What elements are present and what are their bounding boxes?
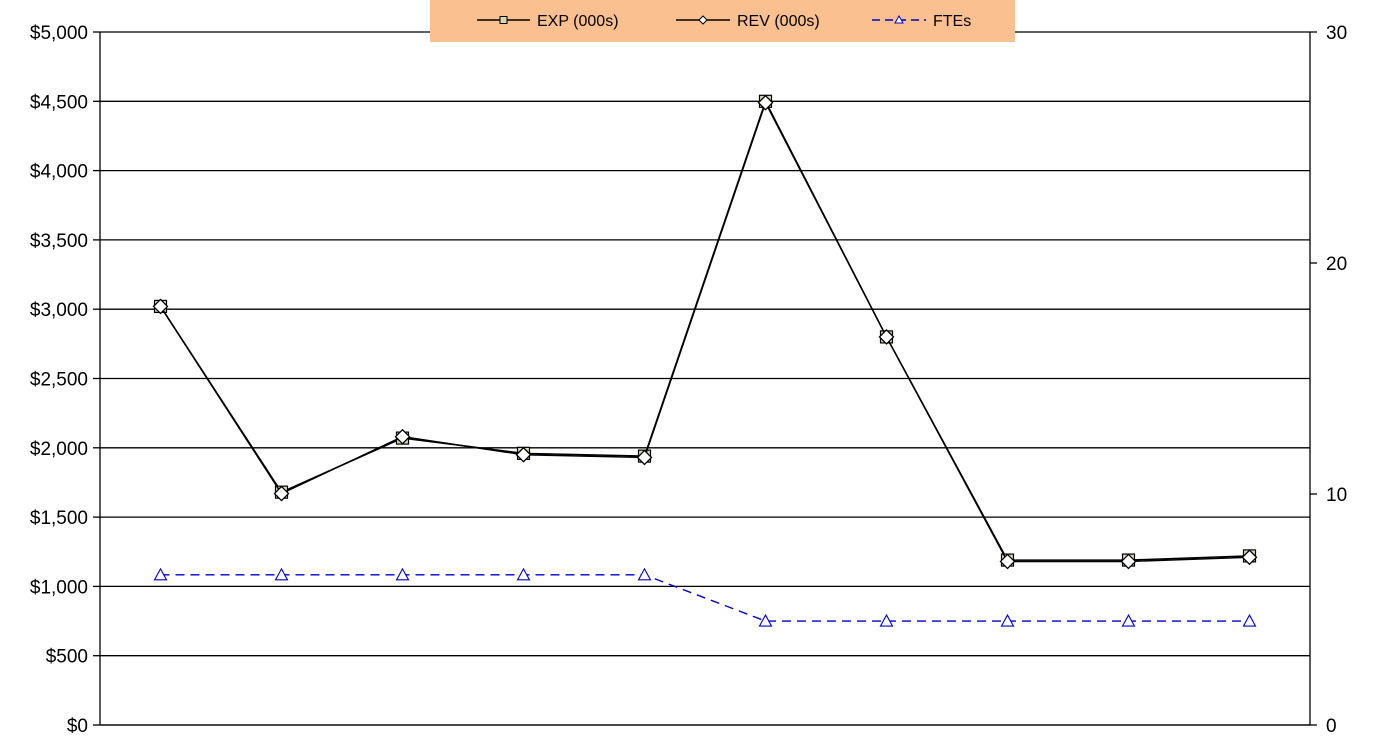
data-point-marker [1000, 613, 1015, 627]
data-point-marker [879, 613, 894, 627]
data-point-marker [152, 298, 169, 315]
data-point-marker [515, 446, 532, 463]
data-point-marker [395, 567, 410, 581]
data-point-marker [274, 567, 289, 581]
legend-label: FTEs [933, 13, 971, 30]
data-point-marker [1242, 613, 1257, 627]
left-axis-tick-label: $1,000 [30, 577, 88, 598]
legend-diamond-marker [698, 15, 708, 25]
left-axis-tick-label: $2,000 [30, 439, 88, 460]
legend-entry: EXP (000s) [477, 13, 619, 30]
left-axis-tick-label: $4,000 [30, 162, 88, 183]
data-point-marker [757, 94, 774, 111]
left-axis-tick-label: $5,000 [30, 23, 88, 44]
data-point-marker [1120, 553, 1137, 570]
left-axis-tick-label: $3,000 [30, 300, 88, 321]
left-axis-tick-label: $3,500 [30, 231, 88, 252]
axis-layer: $0 $500 $1,000 $1,500 $2,000 $2,500 $3,000 $3,5… [30, 23, 1347, 737]
data-point-marker [1121, 613, 1136, 627]
data-point-marker [516, 567, 531, 581]
data-point-marker [273, 485, 290, 502]
grid-layer [100, 31, 1310, 726]
legend-entry: FTEs [872, 13, 971, 30]
right-axis-tick-label: 10 [1326, 485, 1347, 506]
data-point-marker [1241, 549, 1258, 566]
legend-entry: REV (000s) [676, 13, 820, 30]
series-ftes [153, 567, 1257, 627]
left-axis-tick-label: $2,500 [30, 370, 88, 391]
series-line [159, 100, 1250, 563]
legend-box [430, 0, 1015, 42]
series-exp-000s [153, 94, 1257, 567]
data-point-marker [999, 553, 1016, 570]
data-point-marker [637, 567, 652, 581]
left-axis-tick-label: $1,500 [30, 508, 88, 529]
series-layer [152, 94, 1258, 627]
left-axis-tick-label: $4,500 [30, 92, 88, 113]
data-point-marker [878, 329, 895, 345]
legend-label: REV (000s) [737, 13, 820, 30]
data-point-marker [153, 567, 168, 581]
left-axis-tick-label: $500 [46, 647, 88, 668]
right-axis-tick-label: 0 [1326, 716, 1337, 737]
legend-triangle-marker [894, 14, 904, 24]
data-point-marker [758, 613, 773, 627]
series-rev-000s [152, 94, 1258, 570]
legend-square-marker [499, 16, 508, 24]
series-line [160, 574, 1250, 622]
legend: EXP (000s) REV (000s) FTEs [430, 0, 1015, 42]
right-axis-tick-label: 30 [1326, 23, 1347, 44]
data-point-marker [636, 449, 653, 466]
right-axis-tick-label: 20 [1326, 254, 1347, 275]
left-axis-tick-label: $0 [67, 716, 88, 737]
legend-label: EXP (000s) [537, 13, 619, 30]
data-point-marker [394, 428, 411, 445]
